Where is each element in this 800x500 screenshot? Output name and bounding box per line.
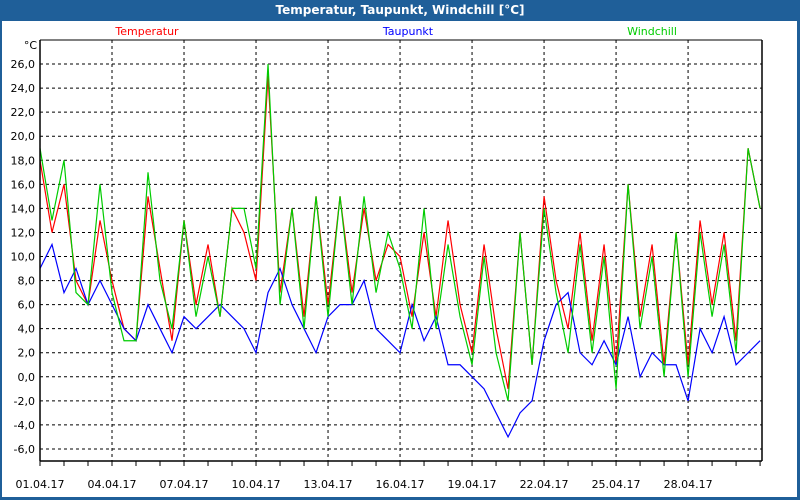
y-tick-label: 22,0 xyxy=(11,106,36,119)
x-tick-label: 16.04.17 xyxy=(376,478,425,491)
x-tick-label: 01.04.17 xyxy=(16,478,65,491)
y-tick-label: -4,0 xyxy=(14,419,35,432)
y-tick-label: 20,0 xyxy=(11,130,36,143)
series-line-taupunkt xyxy=(39,242,761,439)
y-axis-unit: °C xyxy=(24,39,38,52)
x-tick-label: 07.04.17 xyxy=(160,478,209,491)
series-line-temperatur xyxy=(39,76,761,389)
y-tick-label: 26,0 xyxy=(11,58,36,71)
x-tick-label: 13.04.17 xyxy=(304,478,353,491)
y-tick-label: 0,0 xyxy=(18,371,36,384)
y-tick-label: -6,0 xyxy=(14,443,35,456)
y-tick-label: 10,0 xyxy=(11,251,36,264)
y-tick-label: 2,0 xyxy=(18,347,36,360)
y-tick-label: 24,0 xyxy=(11,82,36,95)
line-chart: 26,0 24,0 22,0 20,0 18,0 16,0 14,0 12,0 10,0 8,0 6… xyxy=(11,25,763,491)
x-tick-label: 19.04.17 xyxy=(448,478,497,491)
x-tick-label: 22.04.17 xyxy=(520,478,569,491)
series-line-windchill xyxy=(39,64,761,402)
legend-taupunkt: Taupunkt xyxy=(382,25,434,38)
y-tick-label: 12,0 xyxy=(11,226,36,239)
y-tick-label: 14,0 xyxy=(11,202,36,215)
window-title: Temperatur, Taupunkt, Windchill [°C] xyxy=(275,3,525,17)
y-tick-label: -2,0 xyxy=(14,395,35,408)
x-tick-label: 28.04.17 xyxy=(664,478,713,491)
y-tick-label: 8,0 xyxy=(18,275,36,288)
y-tick-label: 4,0 xyxy=(18,323,36,336)
y-tick-label: 18,0 xyxy=(11,154,36,167)
y-tick-label: 16,0 xyxy=(11,178,36,191)
chart-area: 26,0 24,0 22,0 20,0 18,0 16,0 14,0 12,0 10,0 8,0 6… xyxy=(2,21,797,497)
x-tick-label: 10.04.17 xyxy=(232,478,281,491)
legend-windchill: Windchill xyxy=(627,25,677,38)
x-tick-label: 04.04.17 xyxy=(88,478,137,491)
legend-temperatur: Temperatur xyxy=(114,25,179,38)
x-tick-label: 25.04.17 xyxy=(592,478,641,491)
y-tick-label: 6,0 xyxy=(18,299,36,312)
